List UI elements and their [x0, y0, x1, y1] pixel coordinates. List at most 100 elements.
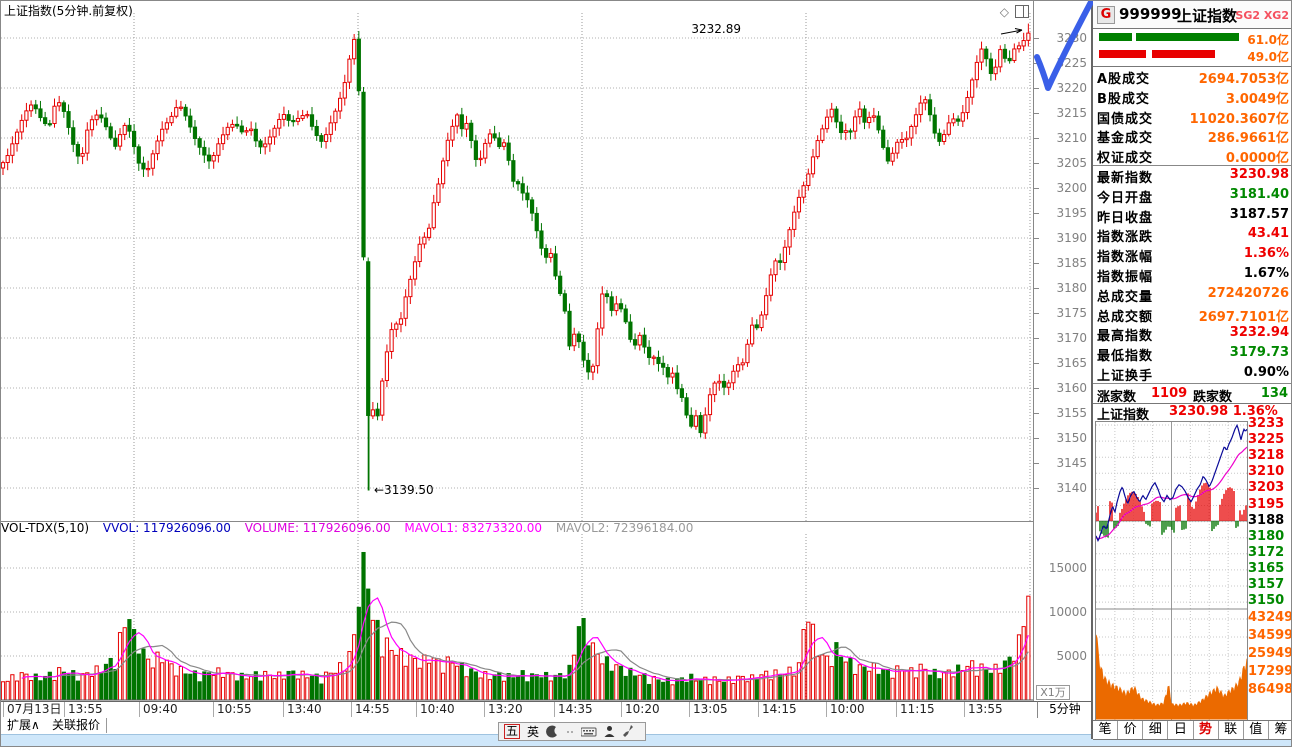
- price-axis-label: 3195: [1056, 206, 1087, 220]
- candlestick-svg: [1, 13, 1033, 521]
- price-axis-label: 3165: [1056, 356, 1087, 370]
- quote-row[interactable]: 最高指数 3232.94: [1093, 323, 1291, 345]
- quote-row-value: 0.90%: [1243, 365, 1289, 380]
- quote-panel: G 999999 上证指数 SG2 XG2 61.0亿 49.0亿 A股成交 26…: [1091, 1, 1292, 740]
- price-axis-tick: [1034, 238, 1039, 239]
- window-icon[interactable]: [1015, 5, 1029, 18]
- quote-row[interactable]: 上证换手 0.90%: [1093, 363, 1291, 384]
- quote-row[interactable]: B股成交 3.0049亿: [1093, 86, 1291, 107]
- mini-price-label: 3157: [1248, 577, 1285, 592]
- volume-unit-label: X1万: [1036, 685, 1070, 700]
- quote-row-value: 43.41: [1247, 226, 1289, 242]
- quote-row-label: 国债成交: [1097, 111, 1154, 127]
- quote-row-value: 272420726: [1207, 285, 1289, 301]
- quote-panel-header: G 999999 上证指数 SG2 XG2: [1093, 1, 1291, 29]
- quote-row[interactable]: 指数涨跌 43.41: [1093, 224, 1291, 246]
- quote-row[interactable]: 昨日收盘 3187.57: [1093, 205, 1291, 226]
- time-axis-label: 13:55: [64, 702, 103, 717]
- related-quotes-button[interactable]: 关联报价: [46, 718, 108, 733]
- wrench-icon[interactable]: [622, 725, 635, 738]
- quote-row-label: 指数涨跌: [1097, 230, 1154, 246]
- time-axis-label: 11:15: [896, 702, 935, 717]
- mini-price-label: 3188: [1248, 512, 1285, 528]
- price-axis-tick: [1034, 388, 1039, 389]
- mavol1-value: MAVOL1: 83273320.00: [404, 521, 542, 535]
- mini-price-label: 3165: [1248, 560, 1285, 576]
- advancers-label: 涨家数: [1097, 390, 1137, 405]
- buy-sell-gauge: 61.0亿 49.0亿: [1093, 28, 1291, 67]
- quote-rows: A股成交 2694.7053亿 B股成交 3.0049亿国债成交 11020.3607亿…: [1093, 66, 1291, 384]
- quote-row-value: 0.0000亿: [1225, 151, 1289, 167]
- quote-row-value: 1.67%: [1243, 266, 1289, 281]
- mini-volume-label: 432491: [1248, 610, 1291, 625]
- expand-button[interactable]: 扩展∧: [1, 718, 47, 733]
- time-axis-label: 13:05: [689, 702, 728, 717]
- diamond-icon[interactable]: ◇: [999, 4, 1009, 19]
- price-axis-label: 3175: [1056, 306, 1087, 320]
- price-axis-tick: [1034, 363, 1039, 364]
- panel-tab-价[interactable]: 价: [1118, 721, 1144, 739]
- gauge-red-bar: [1099, 50, 1146, 58]
- vvol-value: VVOL: 117926096.00: [102, 521, 231, 535]
- price-axis-tick: [1034, 63, 1039, 64]
- price-axis-tick: [1034, 163, 1039, 164]
- stock-tags[interactable]: SG2 XG2: [1235, 9, 1289, 22]
- mini-volume-label: 86498: [1248, 682, 1292, 697]
- panel-tab-细[interactable]: 细: [1143, 721, 1169, 739]
- panel-tab-笔[interactable]: 笔: [1093, 721, 1119, 739]
- dots-icon[interactable]: [566, 725, 574, 738]
- quote-row[interactable]: 最新指数 3230.98: [1093, 165, 1291, 186]
- price-axis: 3230 3225 3220 3215 3210 3205 3200 3195 3190 3185…: [1034, 1, 1091, 521]
- mini-intraday-chart[interactable]: [1095, 421, 1248, 721]
- main-candlestick-chart[interactable]: 上证指数(5分钟.前复权) ◇ 3232.89 ←3139.50: [1, 1, 1034, 521]
- quote-row-label: 权证成交: [1097, 151, 1154, 167]
- ime-toolbar: 五 英: [498, 722, 646, 741]
- moon-icon[interactable]: [546, 725, 559, 738]
- volume-chart[interactable]: [1, 534, 1034, 701]
- quote-row[interactable]: 基金成交 286.9661亿: [1093, 125, 1291, 147]
- price-axis-label: 3230: [1056, 31, 1087, 45]
- panel-tab-联[interactable]: 联: [1219, 721, 1244, 739]
- quote-row[interactable]: 权证成交 0.0000亿: [1093, 145, 1291, 167]
- gauge-red-value: 49.0亿: [1247, 50, 1289, 64]
- time-axis: 07月13日 13:55 09:40 10:55 13:40 14:55 10:40 13:2…: [1, 701, 1037, 719]
- price-axis-label: 3180: [1056, 281, 1087, 295]
- quote-row-value: 3.0049亿: [1225, 91, 1289, 107]
- divider: [1093, 382, 1291, 384]
- mini-price-label: 3172: [1248, 544, 1285, 560]
- quote-row-value: 11020.3607亿: [1189, 111, 1289, 127]
- quote-row[interactable]: 总成交量 272420726: [1093, 284, 1291, 305]
- quote-row-label: 最新指数: [1097, 171, 1154, 186]
- mini-price-label: 3180: [1248, 528, 1285, 544]
- quote-row[interactable]: 今日开盘 3181.40: [1093, 185, 1291, 206]
- price-axis-tick: [1034, 213, 1039, 214]
- quote-row[interactable]: 指数振幅 1.67%: [1093, 264, 1291, 285]
- panel-tab-值[interactable]: 值: [1244, 721, 1269, 739]
- panel-tab-日[interactable]: 日: [1168, 721, 1194, 739]
- time-axis-label: 14:15: [758, 702, 797, 717]
- panel-tab-势[interactable]: 势: [1194, 721, 1219, 739]
- quote-row[interactable]: 指数涨幅 1.36%: [1093, 244, 1291, 265]
- quote-row-label: 今日开盘: [1097, 190, 1154, 206]
- price-axis-label: 3225: [1056, 56, 1087, 70]
- user-icon[interactable]: [604, 725, 615, 738]
- quote-row[interactable]: A股成交 2694.7053亿: [1093, 66, 1291, 87]
- quote-row[interactable]: 国债成交 11020.3607亿: [1093, 106, 1291, 127]
- period-selector[interactable]: 5分钟: [1037, 701, 1092, 719]
- advancers-count: 1109: [1151, 386, 1188, 401]
- quote-row[interactable]: 总成交额 2697.7101亿: [1093, 304, 1291, 325]
- ime-wubi-button[interactable]: 五: [504, 724, 521, 739]
- decliners-label: 跌家数: [1193, 390, 1233, 405]
- quote-row-value: 286.9661亿: [1207, 131, 1289, 147]
- panel-tab-筹[interactable]: 筹: [1274, 722, 1288, 737]
- keyboard-icon[interactable]: [581, 725, 597, 738]
- time-axis-label: 10:20: [621, 702, 660, 717]
- quote-row[interactable]: 最低指数 3179.73: [1093, 343, 1291, 364]
- mini-volume-label: 259495: [1248, 646, 1291, 661]
- gauge-red-bar: [1152, 50, 1215, 58]
- mini-price-label: 3218: [1248, 448, 1285, 464]
- quote-row-label: 最高指数: [1097, 329, 1154, 345]
- quote-row-label: 基金成交: [1097, 131, 1154, 147]
- price-axis-label: 3170: [1056, 331, 1087, 345]
- ime-english-button[interactable]: 英: [527, 725, 540, 739]
